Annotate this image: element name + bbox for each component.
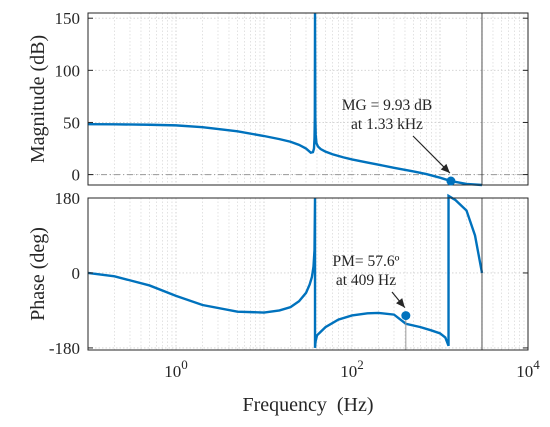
x-axis-label: Frequency (Hz) (242, 394, 373, 416)
phase-y-ticks: 180 0 -180 (49, 189, 528, 358)
magnitude-grid (87, 13, 528, 185)
magnitude-y-tick-label: 100 (55, 61, 81, 80)
pm-marker-point (401, 311, 411, 321)
pm-annotation-line2: at 409 Hz (336, 272, 396, 289)
phase-x-ticks: 100 102 104 (164, 357, 540, 381)
magnitude-axes-frame (87, 12, 529, 186)
magnitude-y-axis-label: Magnitude (dB) (27, 35, 49, 163)
mg-annotation-line2: at 1.33 kHz (351, 116, 423, 133)
pm-annotation-arrowhead (396, 298, 405, 308)
x-tick-label: 104 (516, 357, 540, 381)
phase-panel: 180 0 -180 100 102 104 Phase (deg) Frequency… (27, 189, 540, 416)
phase-grid (87, 197, 528, 350)
x-tick-label: 100 (164, 357, 188, 381)
magnitude-y-tick-label: 50 (63, 113, 80, 132)
magnitude-y-ticks: 0 50 100 150 (55, 9, 528, 185)
phase-series-line (87, 193, 484, 349)
phase-axes-frame (87, 197, 529, 351)
mg-marker-point (446, 176, 456, 186)
phase-y-tick-label: 180 (55, 189, 81, 208)
mg-annotation-arrowhead (440, 163, 450, 174)
magnitude-y-tick-label: 150 (55, 9, 81, 28)
magnitude-series-line (87, 12, 483, 187)
magnitude-panel: 0 50 100 150 Magnitude (dB) MG = 9.93 dB at… (27, 9, 529, 187)
x-tick-label: 102 (340, 357, 364, 381)
phase-y-axis-label: Phase (deg) (27, 227, 49, 321)
pm-annotation-line1: PM= 57.6º (333, 253, 400, 270)
phase-y-tick-label: -180 (49, 339, 80, 358)
phase-y-tick-label: 0 (72, 264, 81, 283)
magnitude-y-tick-label: 0 (72, 166, 81, 185)
mg-annotation-line1: MG = 9.93 dB (342, 97, 433, 114)
